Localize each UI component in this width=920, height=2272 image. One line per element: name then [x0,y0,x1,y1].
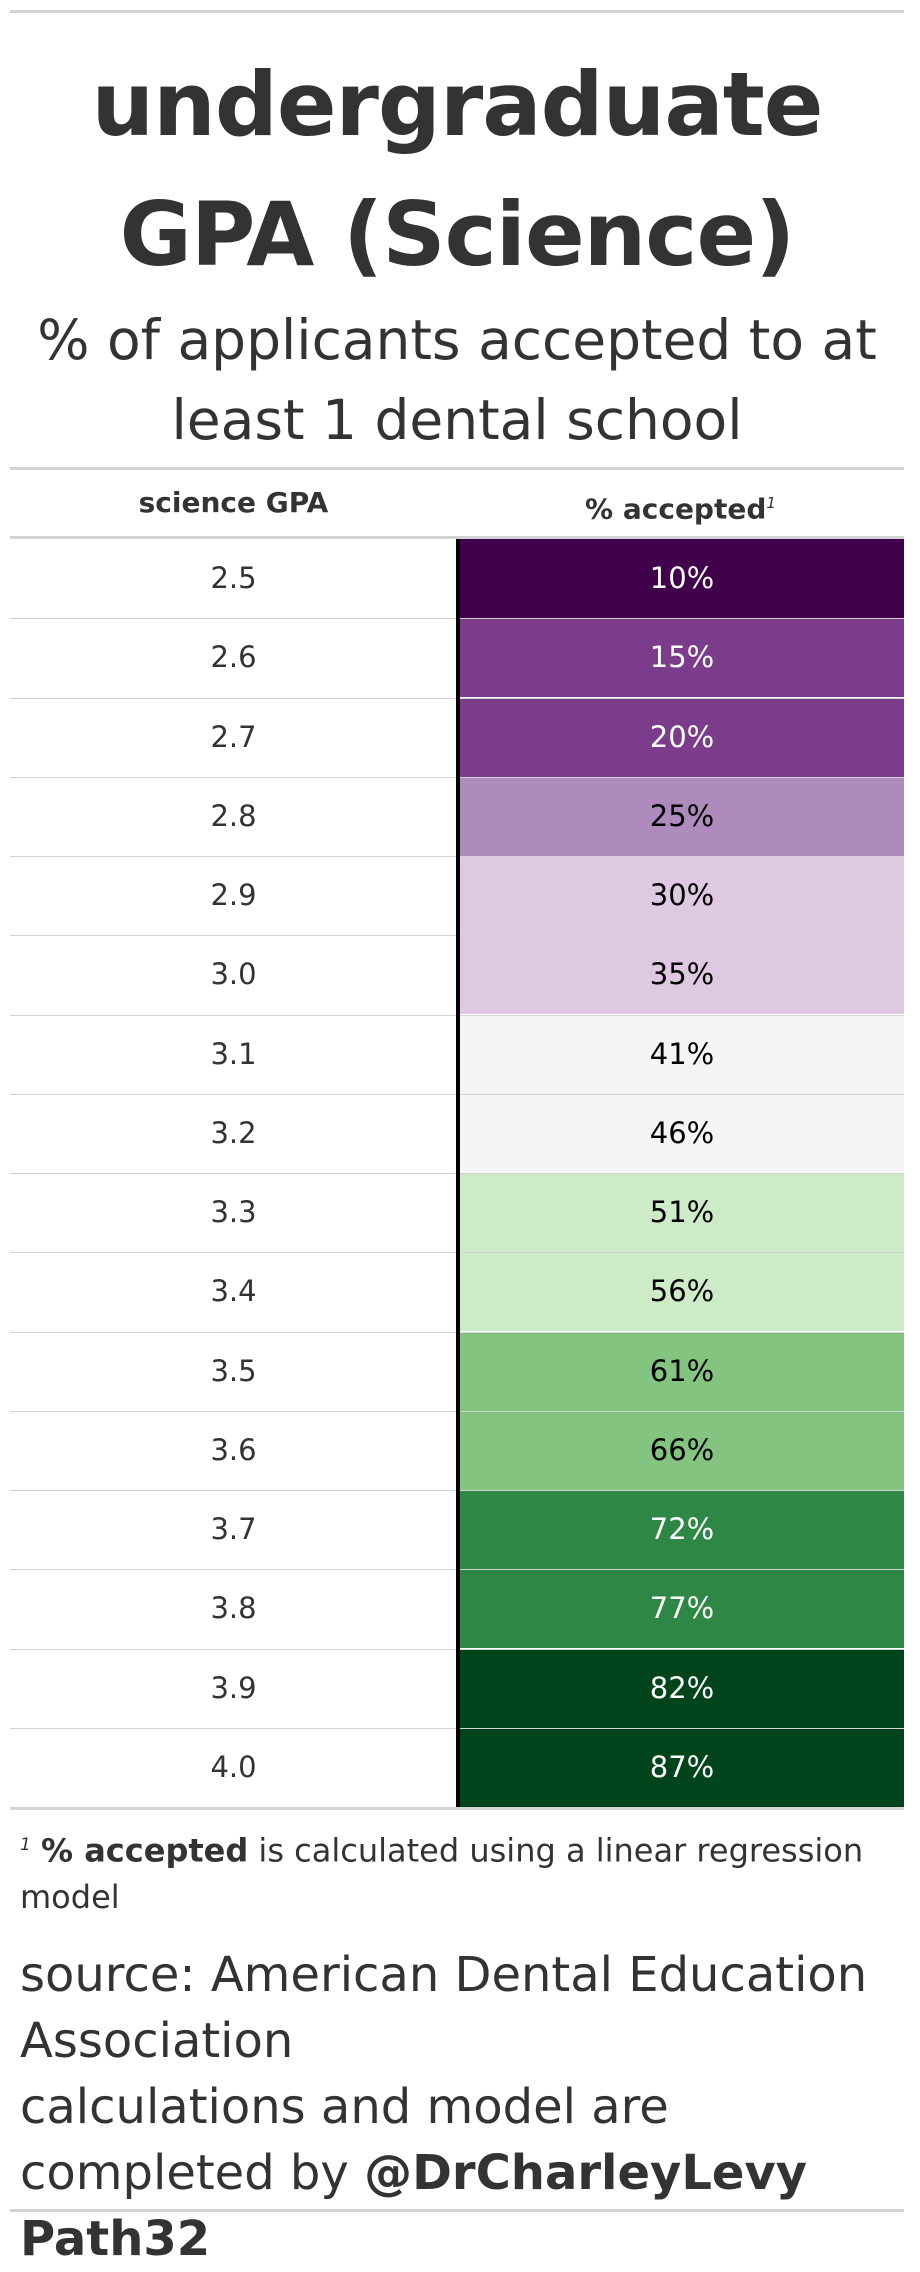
column-header-science-gpa: science GPA [138,486,329,519]
cell-science-gpa: 3.5 [10,1331,457,1411]
header-rule [10,536,904,539]
cell-percent-accepted: 20% [460,697,904,777]
cell-science-gpa: 2.9 [10,856,457,935]
cell-percent-accepted: 82% [460,1648,904,1728]
cell-science-gpa: 2.8 [10,776,457,856]
table-row: 3.9 82% [10,1648,904,1728]
cell-percent-accepted: 56% [460,1252,904,1332]
top-rule [10,10,904,13]
cell-percent-accepted: 25% [460,776,904,856]
cell-percent-accepted: 30% [460,856,904,935]
table-subtitle: % of applicants accepted to at least 1 d… [37,308,877,452]
source-note: source: American Dental Education Associ… [20,1942,900,2272]
cell-percent-accepted: 41% [460,1014,904,1094]
cell-percent-accepted: 61% [460,1331,904,1411]
cell-science-gpa: 2.7 [10,697,457,777]
cell-percent-accepted: 77% [460,1569,904,1649]
footnote-text: is calculated using a linear regression … [20,1831,864,1916]
cell-science-gpa: 3.7 [10,1490,457,1569]
column-divider [456,539,460,1807]
source-line: source: American Dental Education Associ… [20,1947,868,2069]
cell-science-gpa: 2.5 [10,539,457,618]
footnote-mark: 1 [766,494,776,512]
cell-science-gpa: 3.1 [10,1014,457,1094]
table-row: 4.0 87% [10,1727,904,1807]
table-row: 3.2 46% [10,1093,904,1173]
cell-percent-accepted: 51% [460,1173,904,1252]
cell-percent-accepted: 66% [460,1410,904,1490]
table-row: 3.8 77% [10,1569,904,1649]
bottom-rule [10,2209,904,2212]
footnote-bold-term: % accepted [41,1831,249,1870]
cell-science-gpa: 3.9 [10,1648,457,1728]
table-body: 2.5 10% 2.6 15% 2.7 20% 2.8 25% 2.9 30% 3.0 35% 3.1 4… [10,539,904,1807]
cell-science-gpa: 3.4 [10,1252,457,1332]
table-bottom-rule [10,1807,904,1810]
table-row: 3.4 56% [10,1252,904,1332]
cell-science-gpa: 3.8 [10,1569,457,1649]
table-row: 3.5 61% [10,1331,904,1411]
cell-percent-accepted: 10% [460,539,904,618]
footnote-marker: 1 [20,1835,31,1855]
cell-percent-accepted: 15% [460,618,904,698]
cell-science-gpa: 2.6 [10,618,457,698]
table-row: 2.9 30% [10,856,904,935]
cell-science-gpa: 3.2 [10,1093,457,1173]
credit-line: calculations and model are completed by … [20,2074,900,2272]
column-header-percent-accepted-label: % accepted [585,492,767,526]
cell-science-gpa: 3.6 [10,1410,457,1490]
column-header-row: science GPA % accepted1 [10,470,904,536]
table-row: 2.8 25% [10,776,904,856]
table-row: 2.7 20% [10,697,904,777]
column-header-percent-accepted: % accepted1 [457,470,904,536]
table-row: 3.7 72% [10,1490,904,1569]
cell-percent-accepted: 72% [460,1490,904,1569]
cell-percent-accepted: 87% [460,1727,904,1807]
cell-percent-accepted: 46% [460,1093,904,1173]
credit-text: calculations and model are completed by [20,2079,669,2201]
table-row: 3.1 41% [10,1014,904,1094]
table-row: 3.6 66% [10,1410,904,1490]
table-row: 2.5 10% [10,539,904,618]
table-row: 3.3 51% [10,1173,904,1252]
title-rule [10,467,904,470]
cell-science-gpa: 3.3 [10,1173,457,1252]
cell-science-gpa: 3.0 [10,935,457,1015]
cell-science-gpa: 4.0 [10,1727,457,1807]
table-row: 2.6 15% [10,618,904,698]
cell-percent-accepted: 35% [460,935,904,1015]
table-row: 3.0 35% [10,935,904,1015]
footnote: 1 % accepted is calculated using a linea… [20,1822,900,1920]
table-title: undergraduate GPA (Science) [91,53,824,286]
